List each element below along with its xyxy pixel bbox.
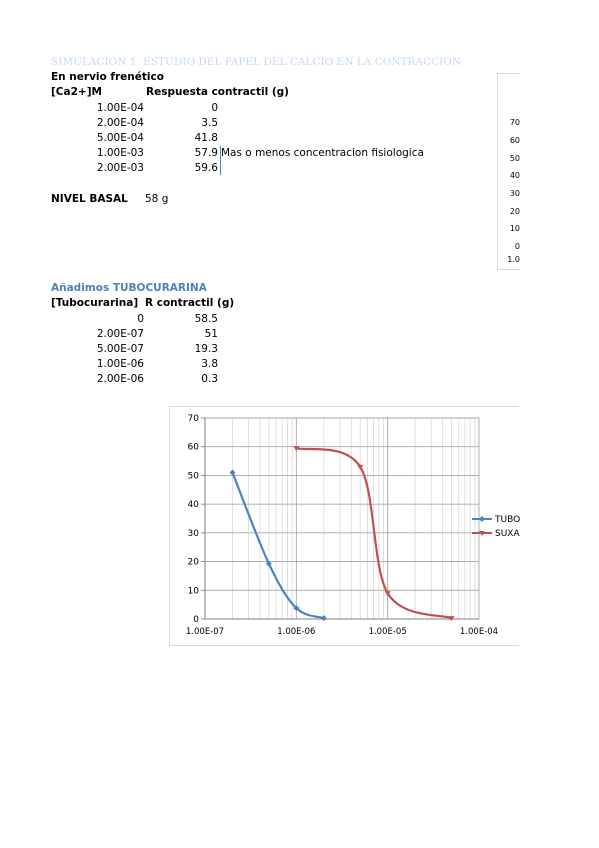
- col-header-r-contractil: R contractil (g): [145, 297, 235, 309]
- note-bracket: [220, 146, 221, 175]
- tubocurarina-response-cell: 51: [204, 328, 218, 340]
- calcium-response-cell: 3.5: [201, 117, 218, 129]
- cut-tick-30: 30: [509, 189, 520, 198]
- tubocurarina-conc-cell: 5.00E-07: [96, 343, 144, 355]
- tubocurarina-conc-cell: 1.00E-06: [96, 358, 144, 370]
- calcium-conc-cell: 2.00E-03: [96, 162, 144, 174]
- basal-label: NIVEL BASAL: [51, 193, 128, 205]
- tubocurarina-response-cell: 3.8: [201, 358, 218, 370]
- calcium-response-cell: 57.9: [194, 147, 218, 159]
- calcium-response-cell: 59.6: [194, 162, 218, 174]
- basal-value: 58 g: [145, 193, 169, 205]
- cut-tick-x: 1.0: [507, 255, 520, 264]
- physiological-note: Mas o menos concentracion fisiologica: [221, 147, 424, 159]
- col-header-tubocurarina: [Tubocurarina]: [51, 297, 139, 309]
- tubocurarina-conc-cell: 0: [137, 313, 144, 325]
- cut-tick-40: 40: [509, 171, 520, 180]
- section2-title: Añadimos TUBOCURARINA: [51, 282, 207, 294]
- calcium-response-cell: 41.8: [194, 132, 218, 144]
- calcium-response-cell: 0: [211, 102, 218, 114]
- col-header-response: Respuesta contractil (g): [146, 86, 289, 98]
- page-heading: SIMULACIÓN 1. ESTUDIO DEL PAPEL DEL CALC…: [51, 56, 462, 68]
- calcium-conc-cell: 1.00E-04: [96, 102, 144, 114]
- cut-tick-60: 60: [509, 136, 520, 145]
- cut-off-chart: 70 60 50 40 30 20 10 0 1.0: [497, 73, 520, 270]
- chart-frame: [169, 406, 519, 646]
- calcium-conc-cell: 2.00E-04: [96, 117, 144, 129]
- tubocurarina-response-cell: 0.3: [201, 373, 218, 385]
- tubocurarina-conc-cell: 2.00E-07: [96, 328, 144, 340]
- tubocurarina-conc-cell: 2.00E-06: [96, 373, 144, 385]
- tubocurarina-response-cell: 58.5: [194, 313, 218, 325]
- calcium-conc-cell: 1.00E-03: [96, 147, 144, 159]
- section1-subtitle: En nervio frenético: [51, 71, 164, 83]
- cut-tick-50: 50: [509, 154, 520, 163]
- calcium-conc-cell: 5.00E-04: [96, 132, 144, 144]
- cut-tick-10: 10: [509, 224, 520, 233]
- col-header-concentration: [Ca2+]M: [51, 86, 102, 98]
- cut-tick-0: 0: [514, 242, 520, 251]
- cut-tick-20: 20: [509, 207, 520, 216]
- cut-tick-70: 70: [509, 118, 520, 127]
- tubocurarina-response-cell: 19.3: [194, 343, 218, 355]
